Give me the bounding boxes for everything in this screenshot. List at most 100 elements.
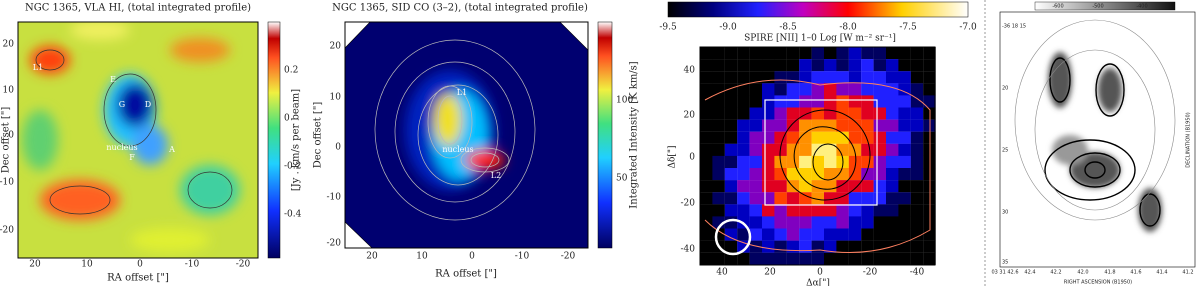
pixel — [724, 252, 738, 265]
x-axis-label: RA offset ["] — [107, 273, 169, 284]
pixel — [786, 204, 800, 217]
pixel — [910, 192, 924, 205]
pixel — [811, 59, 825, 72]
annotation: nucleus — [442, 145, 473, 154]
pixel — [898, 131, 911, 144]
pixel — [700, 107, 713, 120]
pixel — [886, 59, 899, 72]
pixel — [799, 168, 812, 181]
colorbar — [1034, 1, 1176, 11]
pixel — [910, 59, 924, 72]
pixel — [910, 180, 924, 193]
x-tick-label: 0 — [469, 252, 475, 262]
pixel — [799, 47, 812, 60]
pixel — [712, 155, 725, 169]
pixel — [749, 216, 763, 229]
pixel — [824, 168, 837, 181]
y-tick-label: -36 18 15 — [1002, 24, 1026, 30]
pixel — [724, 107, 738, 120]
pixel — [836, 131, 849, 144]
annotation: E — [110, 75, 116, 84]
radio-map — [1000, 12, 1195, 267]
y-tick-label: 30 — [1002, 210, 1008, 216]
colorbar — [667, 1, 969, 18]
pixel — [848, 216, 862, 229]
colorbar — [267, 21, 281, 259]
pixel — [861, 131, 874, 144]
pixel — [886, 204, 899, 217]
pixel — [923, 59, 936, 72]
pixel — [898, 204, 911, 217]
pixel — [923, 47, 936, 60]
pixel — [836, 71, 849, 84]
pixel — [836, 240, 849, 253]
pixel — [762, 119, 775, 132]
colorbar-tick-label: -0.2 — [284, 162, 301, 172]
pixel — [836, 204, 849, 217]
pixel — [700, 95, 713, 108]
frame — [344, 21, 589, 249]
pixel — [799, 252, 812, 265]
pixel — [774, 47, 787, 60]
pixel — [836, 228, 849, 241]
pixel — [712, 252, 725, 265]
pixel — [811, 204, 825, 217]
pixel — [774, 168, 787, 181]
pixel — [898, 192, 911, 205]
pixel — [848, 131, 862, 144]
x-tick-label: 10 — [416, 252, 428, 262]
y-tick-label: 20 — [3, 40, 15, 50]
pixel — [786, 95, 800, 108]
pixel — [824, 71, 837, 84]
pixel — [848, 180, 862, 193]
pixel — [861, 216, 874, 229]
pixel — [824, 47, 837, 60]
pixel — [923, 95, 936, 108]
pixel — [811, 216, 825, 229]
pixel — [898, 59, 911, 72]
colorbar-tick-label: -8.5 — [779, 23, 797, 33]
pixel — [712, 204, 725, 217]
pixel — [910, 47, 924, 60]
pixel — [799, 228, 812, 241]
pixel — [910, 83, 924, 96]
pixel — [749, 131, 763, 144]
pixel — [836, 252, 849, 265]
colorbar — [597, 21, 613, 249]
colorbar-tick-label: -600 — [1052, 4, 1063, 10]
pixel — [737, 131, 750, 144]
pixel — [799, 204, 812, 217]
pixel — [811, 107, 825, 120]
x-axis-label: RA offset ["] — [435, 269, 497, 280]
pixel — [786, 143, 800, 156]
pixel — [824, 192, 837, 205]
pixel — [774, 95, 787, 108]
pixel — [824, 107, 837, 120]
pixel — [910, 71, 924, 84]
pixel — [749, 252, 763, 265]
colorbar-tick-label: -7.0 — [959, 23, 977, 33]
pixel — [910, 95, 924, 108]
annotation: L1 — [457, 88, 467, 97]
pixel — [724, 204, 738, 217]
pixel — [737, 59, 750, 72]
y-tick-label: 0 — [335, 143, 341, 153]
panel-title: NGC 1365, VLA HI, (total integrated prof… — [25, 3, 251, 14]
pixel — [737, 192, 750, 205]
frame — [17, 21, 259, 259]
pixel — [786, 155, 800, 169]
pixel — [898, 155, 911, 169]
pixel — [799, 131, 812, 144]
pixel — [712, 131, 725, 144]
pixel — [786, 192, 800, 205]
pixel — [774, 119, 787, 132]
x-tick-label: 41.2 — [1182, 270, 1193, 276]
pixel — [836, 47, 849, 60]
pixel — [786, 252, 800, 265]
pixel — [799, 59, 812, 72]
pixel — [786, 131, 800, 144]
x-tick-label: 20 — [366, 252, 378, 262]
pixel — [762, 252, 775, 265]
pixel — [824, 83, 837, 96]
pixel — [762, 228, 775, 241]
